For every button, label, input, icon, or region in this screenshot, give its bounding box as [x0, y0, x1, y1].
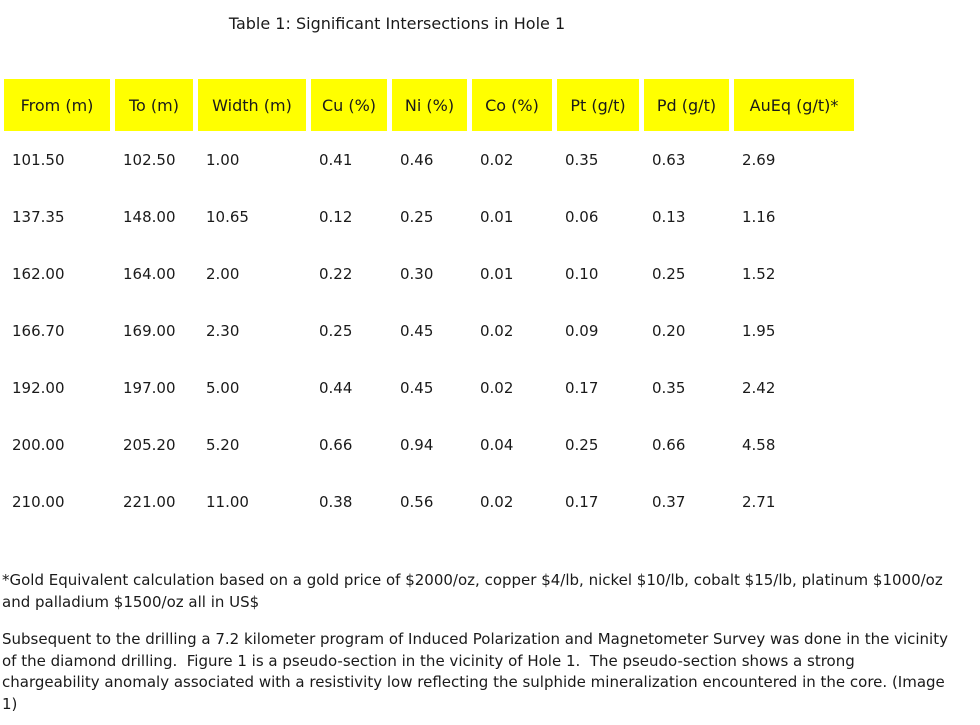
table-cell: 0.35 — [652, 378, 686, 397]
table-cell: 0.56 — [400, 492, 434, 511]
table-cell: 148.00 — [123, 207, 176, 226]
table-cell: 0.13 — [652, 207, 686, 226]
table-cell: 0.66 — [652, 435, 686, 454]
table-cell: 4.58 — [742, 435, 776, 454]
table-cell: 10.65 — [206, 207, 249, 226]
table-cell: 0.25 — [400, 207, 434, 226]
table-cell: 0.10 — [565, 264, 599, 283]
table-cell: 0.01 — [480, 264, 514, 283]
table-cell: 169.00 — [123, 321, 176, 340]
table-cell: 101.50 — [12, 150, 65, 169]
table-cell: 0.63 — [652, 150, 686, 169]
table-cell: 2.42 — [742, 378, 776, 397]
table-cell: 0.25 — [565, 435, 599, 454]
table-cell: 0.38 — [319, 492, 353, 511]
table-row: 166.70 169.00 2.30 0.25 0.45 0.02 0.09 0.20 1.95 — [4, 302, 854, 359]
table-row: 192.00 197.00 5.00 0.44 0.45 0.02 0.17 0.35 2.42 — [4, 359, 854, 416]
table-body: 101.50 102.50 1.00 0.41 0.46 0.02 0.35 0.63 2.69… — [4, 131, 854, 530]
table-cell: 0.22 — [319, 264, 353, 283]
table-cell: 0.04 — [480, 435, 514, 454]
table-cell: 221.00 — [123, 492, 176, 511]
table-cell: 0.02 — [480, 321, 514, 340]
table-cell: 0.25 — [652, 264, 686, 283]
gold-equivalent-footnote: *Gold Equivalent calculation based on a … — [2, 571, 948, 611]
table-cell: 0.01 — [480, 207, 514, 226]
column-header: Pt (g/t) — [557, 79, 639, 131]
table-header-row: From (m) To (m) Width (m) Cu (%) Ni (%) Co (%… — [4, 79, 854, 131]
table-cell: 200.00 — [12, 435, 65, 454]
column-header: To (m) — [115, 79, 193, 131]
table-cell: 0.09 — [565, 321, 599, 340]
table-title: Table 1: Significant Intersections in Ho… — [228, 14, 566, 33]
column-header: Pd (g/t) — [644, 79, 729, 131]
table-cell: 102.50 — [123, 150, 176, 169]
table-cell: 0.12 — [319, 207, 353, 226]
table-cell: 0.02 — [480, 150, 514, 169]
table-cell: 1.00 — [206, 150, 240, 169]
body-paragraph: Subsequent to the drilling a 7.2 kilomet… — [2, 630, 953, 713]
table-cell: 166.70 — [12, 321, 65, 340]
table-cell: 162.00 — [12, 264, 65, 283]
table-cell: 210.00 — [12, 492, 65, 511]
table-cell: 0.35 — [565, 150, 599, 169]
table-cell: 0.25 — [319, 321, 353, 340]
table-cell: 1.95 — [742, 321, 776, 340]
table-title-row: Table 1: Significant Intersections in Ho… — [2, 13, 792, 34]
table-cell: 2.30 — [206, 321, 240, 340]
table-cell: 0.94 — [400, 435, 434, 454]
table-row: 162.00 164.00 2.00 0.22 0.30 0.01 0.10 0.25 1.52 — [4, 245, 854, 302]
table-row: 200.00 205.20 5.20 0.66 0.94 0.04 0.25 0.66 4.58 — [4, 416, 854, 473]
table-cell: 0.45 — [400, 378, 434, 397]
table-cell: 5.20 — [206, 435, 240, 454]
table-cell: 0.45 — [400, 321, 434, 340]
table-cell: 1.52 — [742, 264, 776, 283]
table-cell: 0.41 — [319, 150, 353, 169]
column-header: From (m) — [4, 79, 110, 131]
table-cell: 2.00 — [206, 264, 240, 283]
table-cell: 0.20 — [652, 321, 686, 340]
table-cell: 0.46 — [400, 150, 434, 169]
table-cell: 0.02 — [480, 378, 514, 397]
table-cell: 0.17 — [565, 378, 599, 397]
table-cell: 0.37 — [652, 492, 686, 511]
column-header: AuEq (g/t)* — [734, 79, 854, 131]
table-cell: 192.00 — [12, 378, 65, 397]
column-header: Co (%) — [472, 79, 552, 131]
intersections-table: From (m) To (m) Width (m) Cu (%) Ni (%) Co (%… — [0, 79, 859, 530]
table-cell: 137.35 — [12, 207, 65, 226]
table-cell: 5.00 — [206, 378, 240, 397]
table-cell: 11.00 — [206, 492, 249, 511]
table-row: 137.35 148.00 10.65 0.12 0.25 0.01 0.06 0.13 1.1… — [4, 188, 854, 245]
table-cell: 0.17 — [565, 492, 599, 511]
table-cell: 2.71 — [742, 492, 776, 511]
table-cell: 0.02 — [480, 492, 514, 511]
table-cell: 164.00 — [123, 264, 176, 283]
table-cell: 0.06 — [565, 207, 599, 226]
table-cell: 1.16 — [742, 207, 776, 226]
table-cell: 0.30 — [400, 264, 434, 283]
table-row: 210.00 221.00 11.00 0.38 0.56 0.02 0.17 0.37 2.7… — [4, 473, 854, 530]
table-cell: 2.69 — [742, 150, 776, 169]
column-header: Ni (%) — [392, 79, 467, 131]
column-header: Cu (%) — [311, 79, 387, 131]
table-cell: 205.20 — [123, 435, 176, 454]
table-cell: 197.00 — [123, 378, 176, 397]
column-header: Width (m) — [198, 79, 306, 131]
table-row: 101.50 102.50 1.00 0.41 0.46 0.02 0.35 0.63 2.69 — [4, 131, 854, 188]
table-cell: 0.66 — [319, 435, 353, 454]
table-cell: 0.44 — [319, 378, 353, 397]
